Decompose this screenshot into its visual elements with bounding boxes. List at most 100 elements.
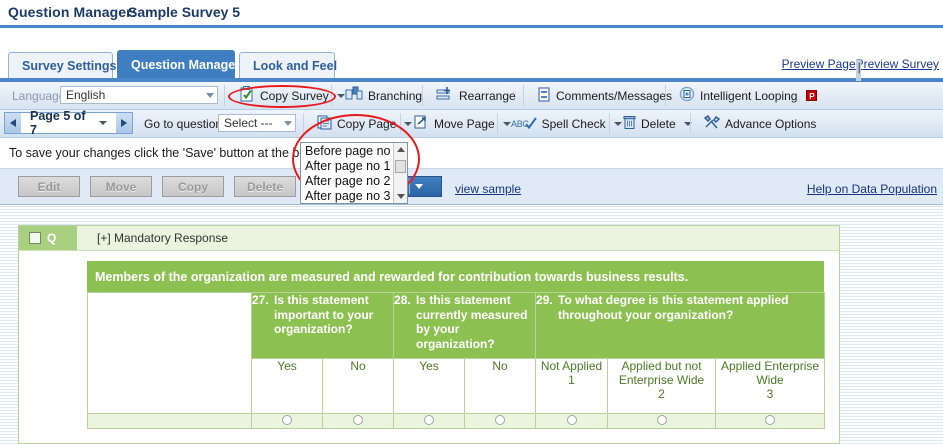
advance-options-button[interactable]: Advance Options: [696, 110, 824, 137]
dropdown-option-before-page-1[interactable]: Before page no 1: [305, 144, 401, 158]
matrix-radio-cell[interactable]: [535, 413, 609, 429]
language-select[interactable]: English: [60, 86, 218, 104]
toolbar-separator: [497, 113, 498, 134]
view-sample-link[interactable]: view sample: [455, 182, 522, 196]
matrix-question-29: 29. To what degree is this statement appl…: [535, 292, 826, 359]
copy-survey-button[interactable]: Copy Survey: [231, 82, 353, 109]
radio-icon[interactable]: [424, 415, 435, 425]
dropdown-scrollbar[interactable]: [393, 143, 407, 203]
dropdown-option-after-page-2[interactable]: After page no 2: [305, 174, 391, 188]
matrix-radio-cell[interactable]: [464, 413, 537, 429]
scale-value-not-applied: 1: [568, 373, 575, 387]
mandatory-response-toggle[interactable]: [+] Mandatory Response: [97, 231, 229, 245]
matrix-row-label: [87, 413, 252, 429]
scale-label-applied-enterprise: Applied Enterprise Wide: [720, 359, 820, 387]
question-panel-header: Q [+] Mandatory Response: [19, 226, 839, 251]
page-title-bar: Question Manager: Sample Survey 5: [0, 0, 943, 28]
scroll-down-icon[interactable]: [397, 194, 405, 199]
next-page-button[interactable]: [116, 112, 133, 134]
language-label: Language: [12, 88, 66, 103]
content-canvas: Q [+] Mandatory Response Members of the …: [0, 205, 943, 444]
tab-survey-settings[interactable]: Survey Settings: [8, 52, 116, 78]
looping-icon: [679, 86, 695, 105]
language-label-wrap: Language: [4, 82, 73, 109]
matrix-radio-cell[interactable]: [607, 413, 717, 429]
move-page-button[interactable]: Move Page: [406, 110, 519, 137]
radio-icon[interactable]: [765, 415, 776, 425]
scale-header-applied-enterprise: Applied Enterprise Wide 3: [715, 358, 826, 414]
matrix-question-28: 28. Is this statement currently measured …: [393, 292, 537, 359]
help-data-population-link[interactable]: Help on Data Population: [806, 182, 937, 196]
matrix-radio-cell[interactable]: [393, 413, 466, 429]
preview-links: Preview Page | Preview Survey: [781, 57, 939, 81]
goto-question-value: Select ---: [224, 116, 273, 130]
scale-value-applied-enterprise: 3: [766, 387, 774, 401]
action-bar: Edit Move Copy Delete Data Population vi…: [0, 169, 943, 205]
question-select-area: Q: [19, 226, 77, 250]
page-indicator[interactable]: Page 5 of 7: [21, 109, 116, 137]
main-tabs: Survey Settings Question Manager Look an…: [0, 50, 943, 82]
dropdown-option-after-page-3[interactable]: After page no 3: [305, 189, 391, 203]
page-indicator-label: Page 5 of 7: [30, 109, 86, 137]
toolbar-primary: Language English Copy Survey: [0, 82, 943, 110]
matrix-radio-cell[interactable]: [251, 413, 323, 429]
question-type-icon: Q: [47, 231, 57, 245]
matrix-radio-cell[interactable]: [715, 413, 826, 429]
previous-page-button[interactable]: [4, 112, 21, 134]
copy-page-dropdown[interactable]: Before page no 1 After page no 1 After p…: [300, 142, 408, 204]
move-page-icon: [414, 115, 429, 133]
scroll-up-icon[interactable]: [397, 147, 405, 152]
premium-badge: P: [806, 90, 818, 101]
spell-check-button[interactable]: ABC Spell Check: [503, 110, 630, 137]
delete-button[interactable]: Delete: [615, 110, 700, 137]
rearrange-button[interactable]: Rearrange: [428, 82, 524, 109]
intelligent-looping-button[interactable]: Intelligent Looping P: [671, 82, 825, 109]
delete-label: Delete: [641, 116, 676, 131]
copy-button[interactable]: Copy: [162, 176, 224, 197]
rearrange-label: Rearrange: [459, 88, 516, 103]
preview-page-link[interactable]: Preview Page: [781, 57, 856, 71]
preview-survey-link[interactable]: Preview Survey: [855, 57, 939, 71]
edit-button[interactable]: Edit: [18, 176, 80, 197]
clipboard-check-icon: [239, 86, 255, 105]
toolbar-separator: [690, 113, 691, 134]
scale-value-applied-not-enterprise: 2: [658, 387, 665, 401]
radio-icon[interactable]: [282, 415, 292, 425]
tab-question-manager[interactable]: Question Manager: [117, 50, 240, 78]
radio-icon[interactable]: [495, 415, 506, 425]
comments-messages-button[interactable]: Comments/Messages: [529, 82, 680, 109]
chevron-right-icon: [121, 119, 127, 127]
language-select-value: English: [66, 88, 106, 102]
intelligent-looping-label: Intelligent Looping: [700, 88, 798, 103]
chevron-down-icon: [284, 120, 292, 126]
copy-page-label: Copy Page: [337, 116, 397, 131]
spell-icon-text: ABC: [511, 118, 529, 129]
question-27-text: Is this statement important to your orga…: [274, 293, 374, 336]
dropdown-option-after-page-1[interactable]: After page no 1: [305, 159, 391, 173]
delete-button-action[interactable]: Delete: [234, 176, 296, 197]
scrollbar-thumb[interactable]: [395, 160, 406, 173]
move-page-label: Move Page: [434, 116, 495, 131]
goto-question-select[interactable]: Select ---: [218, 114, 296, 132]
comments-icon: [537, 87, 551, 105]
branching-button[interactable]: Branching: [337, 82, 430, 109]
toolbar-separator: [303, 113, 304, 134]
radio-icon[interactable]: [566, 415, 577, 425]
tab-look-and-feel[interactable]: Look and Feel: [239, 52, 337, 78]
question-28-number: 28.: [394, 293, 411, 307]
select-question-checkbox[interactable]: [29, 232, 41, 244]
toolbar-page: Page 5 of 7 Go to question Select --- Co…: [0, 109, 943, 138]
toolbar-separator: [609, 113, 610, 134]
toolbar-separator: [224, 85, 225, 106]
chevron-down-icon: [502, 121, 511, 126]
matrix-radio-cell[interactable]: [321, 413, 395, 429]
question-27-number: 27.: [252, 293, 269, 307]
radio-icon[interactable]: [656, 415, 667, 425]
preview-link-separator: |: [855, 60, 861, 81]
radio-icon[interactable]: [353, 415, 363, 425]
copy-page-button[interactable]: Copy Page: [309, 110, 420, 137]
question-statement-text: Members of the organization are measured…: [95, 269, 689, 284]
move-button[interactable]: Move: [90, 176, 152, 197]
branching-icon: [345, 86, 363, 105]
